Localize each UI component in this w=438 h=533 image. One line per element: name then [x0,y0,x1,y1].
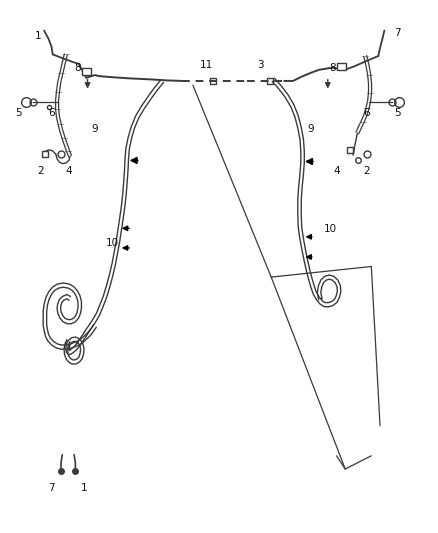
Text: 5: 5 [15,108,22,118]
Text: 4: 4 [66,166,72,176]
Text: 3: 3 [257,60,264,70]
Text: 9: 9 [307,124,314,134]
Text: 2: 2 [37,166,44,176]
Text: 7: 7 [394,28,401,38]
FancyBboxPatch shape [337,63,346,70]
Text: 6: 6 [364,108,370,118]
Text: 6: 6 [48,108,55,118]
Text: 8: 8 [74,63,81,72]
Text: 4: 4 [333,166,340,176]
Text: 10: 10 [323,224,336,235]
Text: 1: 1 [81,482,88,492]
Text: 5: 5 [394,108,401,118]
Text: 8: 8 [329,63,336,72]
FancyBboxPatch shape [82,68,91,75]
Text: 10: 10 [106,238,119,248]
Text: 11: 11 [199,60,212,70]
Text: 2: 2 [364,166,370,176]
Text: 1: 1 [35,31,42,41]
Text: 7: 7 [48,482,55,492]
Text: 9: 9 [92,124,98,134]
